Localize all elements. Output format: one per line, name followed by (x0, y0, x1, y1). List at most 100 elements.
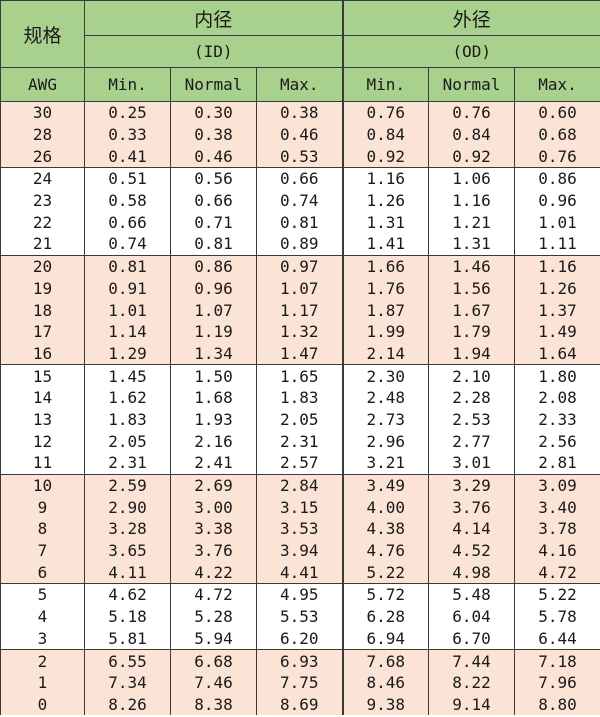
od-normal-cell: 1.79 (428, 320, 515, 343)
od-min-cell: 2.14 (341, 342, 429, 366)
id-min-cell: 2.31 (84, 452, 171, 475)
od-max-cell: 5.22 (514, 583, 600, 606)
table-row: 1 7.34 7.46 7.75 8.46 8.22 7.96 (0, 671, 600, 694)
id-normal-cell: 2.41 (170, 452, 257, 475)
awg-cell: 23 (0, 189, 85, 212)
od-normal-cell: 0.92 (428, 145, 515, 169)
od-min-cell: 7.68 (341, 649, 429, 672)
od-max-cell: 3.09 (514, 474, 600, 497)
awg-cell: 1 (0, 671, 85, 694)
od-max-cell: 3.78 (514, 518, 600, 540)
od-min-header: Min. (341, 67, 429, 102)
od-max-cell: 8.80 (514, 693, 600, 716)
od-normal-cell: 1.46 (428, 255, 515, 278)
table-row: 9 2.90 3.00 3.15 4.00 3.76 3.40 (0, 496, 600, 519)
awg-cell: 21 (0, 233, 85, 256)
od-min-cell: 1.76 (341, 277, 429, 300)
od-min-cell: 2.73 (341, 408, 429, 431)
od-normal-cell: 3.76 (428, 496, 515, 519)
od-max-cell: 1.64 (514, 342, 600, 366)
od-normal-cell: 8.22 (428, 671, 515, 694)
od-min-cell: 6.94 (341, 627, 429, 651)
od-normal-header: Normal (428, 67, 515, 102)
table-row: 28 0.33 0.38 0.46 0.84 0.84 0.68 (0, 123, 600, 146)
table-row: 24 0.51 0.56 0.66 1.16 1.06 0.86 (0, 167, 600, 190)
header-row-columns: AWG Min. Normal Max. Min. Normal Max. (0, 67, 600, 102)
table-row: 22 0.66 0.71 0.81 1.31 1.21 1.01 (0, 211, 600, 234)
id-normal-cell: 0.96 (170, 277, 257, 300)
od-normal-cell: 2.77 (428, 430, 515, 452)
id-min-cell: 1.01 (84, 299, 171, 321)
awg-cell: 15 (0, 364, 85, 387)
od-min-cell: 1.87 (341, 299, 429, 321)
table-row: 23 0.58 0.66 0.74 1.26 1.16 0.96 (0, 189, 600, 212)
id-max-cell: 5.53 (256, 605, 343, 628)
id-max-cell: 2.57 (256, 452, 343, 475)
spec-label: 规格 (0, 0, 85, 68)
awg-cell: 5 (0, 583, 85, 606)
id-normal-cell: 1.07 (170, 299, 257, 321)
id-max-cell: 1.17 (256, 299, 343, 321)
id-normal-cell: 0.71 (170, 211, 257, 234)
id-title: 内径 (84, 0, 343, 36)
od-max-cell: 4.16 (514, 539, 600, 562)
od-max-cell: 5.78 (514, 605, 600, 628)
id-normal-cell: 7.46 (170, 671, 257, 694)
od-normal-cell: 0.84 (428, 123, 515, 146)
id-min-cell: 8.26 (84, 693, 171, 716)
id-normal-cell: 0.81 (170, 233, 257, 256)
od-max-cell: 0.60 (514, 101, 600, 124)
id-min-cell: 1.14 (84, 320, 171, 343)
header-row-title: 规格 内径 外径 (0, 0, 600, 68)
id-min-cell: 5.18 (84, 605, 171, 628)
id-min-cell: 0.41 (84, 145, 171, 169)
id-max-cell: 1.65 (256, 364, 343, 387)
id-normal-cell: 1.19 (170, 320, 257, 343)
od-normal-cell: 0.76 (428, 101, 515, 124)
id-normal-cell: 2.16 (170, 430, 257, 452)
od-min-cell: 2.30 (341, 364, 429, 387)
od-normal-cell: 1.56 (428, 277, 515, 300)
od-min-cell: 1.31 (341, 211, 429, 234)
id-min-cell: 1.29 (84, 342, 171, 366)
id-max-cell: 2.05 (256, 408, 343, 431)
od-max-cell: 3.40 (514, 496, 600, 519)
id-min-cell: 2.90 (84, 496, 171, 519)
od-normal-cell: 3.29 (428, 474, 515, 497)
id-max-cell: 2.84 (256, 474, 343, 497)
table-row: 3 5.81 5.94 6.20 6.94 6.70 6.44 (0, 627, 600, 651)
id-min-cell: 0.33 (84, 123, 171, 146)
awg-cell: 28 (0, 123, 85, 146)
od-normal-cell: 1.67 (428, 299, 515, 321)
table-row: 30 0.25 0.30 0.38 0.76 0.76 0.60 (0, 101, 600, 124)
id-min-cell: 3.65 (84, 539, 171, 562)
awg-cell: 24 (0, 167, 85, 190)
id-min-cell: 0.74 (84, 233, 171, 256)
id-min-cell: 0.25 (84, 101, 171, 124)
id-min-cell: 0.66 (84, 211, 171, 234)
od-min-cell: 0.84 (341, 123, 429, 146)
od-max-cell: 2.33 (514, 408, 600, 431)
id-max-cell: 1.07 (256, 277, 343, 300)
od-max-cell: 0.96 (514, 189, 600, 212)
od-min-cell: 1.41 (341, 233, 429, 256)
awg-header: AWG (0, 67, 85, 102)
table-row: 12 2.05 2.16 2.31 2.96 2.77 2.56 (0, 430, 600, 452)
awg-cell: 3 (0, 627, 85, 651)
od-min-cell: 0.92 (341, 145, 429, 169)
od-normal-cell: 7.44 (428, 649, 515, 672)
od-title: 外径 (341, 0, 600, 36)
od-min-cell: 4.76 (341, 539, 429, 562)
id-normal-cell: 2.69 (170, 474, 257, 497)
od-normal-cell: 4.14 (428, 518, 515, 540)
od-normal-cell: 9.14 (428, 693, 515, 716)
awg-cell: 13 (0, 408, 85, 431)
table-row: 16 1.29 1.34 1.47 2.14 1.94 1.64 (0, 342, 600, 366)
awg-cell: 10 (0, 474, 85, 497)
od-max-cell: 7.18 (514, 649, 600, 672)
awg-cell: 17 (0, 320, 85, 343)
id-max-cell: 4.95 (256, 583, 343, 606)
od-min-cell: 1.66 (341, 255, 429, 278)
id-max-cell: 0.74 (256, 189, 343, 212)
od-min-cell: 4.38 (341, 518, 429, 540)
